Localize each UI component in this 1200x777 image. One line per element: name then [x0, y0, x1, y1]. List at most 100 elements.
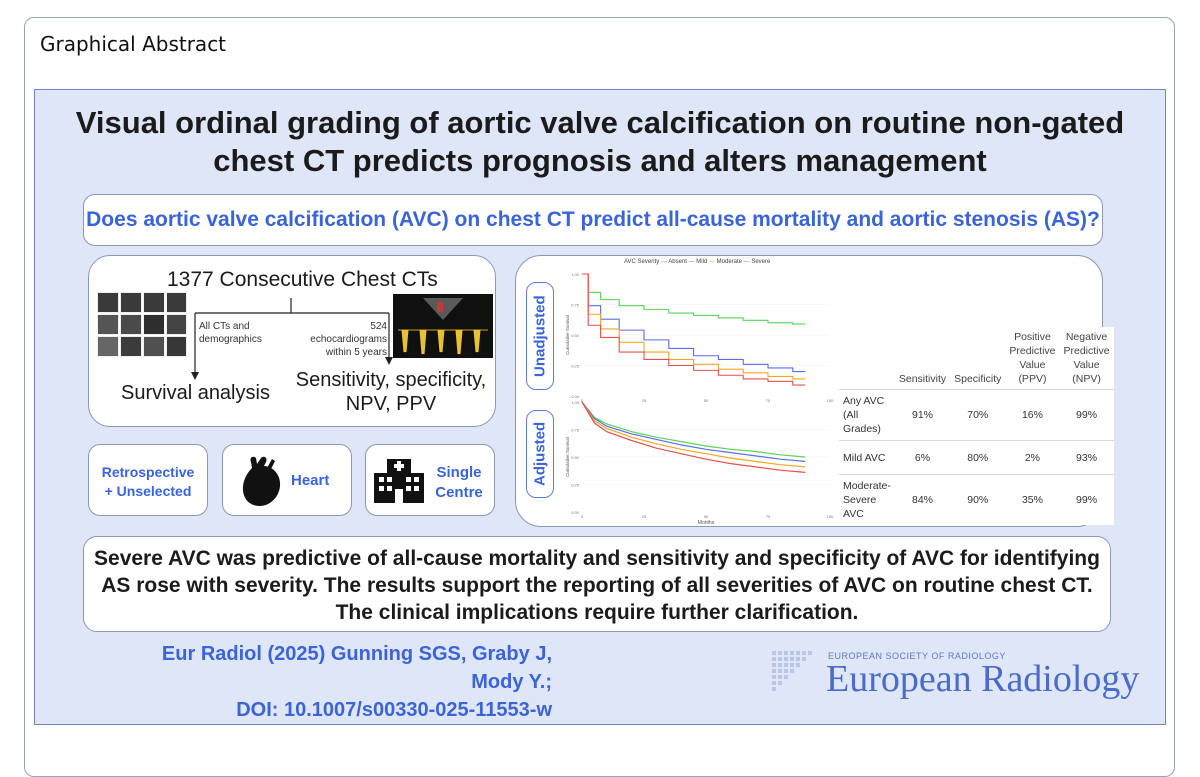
citation: Eur Radiol (2025) Gunning SGS, Graby J, … [112, 640, 552, 724]
x-tick-label: 100 [827, 514, 834, 519]
citation-line-2: DOI: 10.1007/s00330-025-11553-w [236, 699, 552, 721]
legend-title: AVC Severity [624, 259, 660, 265]
echocardiogram-image [393, 294, 493, 358]
feature-heart-label: Heart [291, 472, 330, 489]
right-outcome-line-1: Sensitivity, specificity, [295, 369, 487, 391]
table-header-cell: Positive Predictive Value (PPV) [1009, 331, 1056, 385]
left-branch-line-2: demographics [199, 334, 262, 345]
y-tick-label: 0.75 [571, 303, 580, 308]
title-line-1: Visual ordinal grading of aortic valve c… [75, 105, 1125, 140]
row-label: Mild AVC [839, 440, 895, 475]
series-line-mild [581, 401, 806, 462]
journal-logo-icon [772, 651, 812, 691]
feature-3-line-1: Single [436, 464, 482, 481]
x-tick-label: 100 [827, 398, 834, 403]
table-cell: 99% [1059, 474, 1114, 525]
x-axis-label: Months [698, 520, 715, 526]
conclusion-line-2: AS rose with severity. The results suppo… [101, 574, 1093, 597]
adjusted-tab-label: Adjusted [526, 410, 554, 498]
right-branch-line-2: echocardiograms [310, 334, 387, 345]
table-cell: 16% [1005, 389, 1060, 441]
y-tick-label: 0.50 [571, 333, 580, 338]
right-outcome-line-2: NPV, PPV [345, 393, 437, 415]
table-header-cell: Negative Predictive Value (NPV) [1063, 331, 1110, 385]
conclusion: Severe AVC was predictive of all-cause m… [83, 536, 1111, 632]
series-line-moderate [581, 401, 806, 468]
legend-item-moderate: — Moderate [708, 259, 742, 265]
flow-right-outcome: Sensitivity, specificity, NPV, PPV [295, 368, 487, 416]
table-header-cell: Sensitivity [898, 373, 947, 385]
series-line-absent [581, 401, 806, 458]
results-panel: Unadjusted Adjusted AVC Severity — Absen… [515, 255, 1114, 527]
ct-image-grid [97, 292, 187, 358]
y-tick-label: 0.00 [571, 510, 580, 515]
table-row: Moderate- Severe AVC 84% 90% 35% 99% [839, 474, 1114, 525]
x-tick-label: 75 [766, 514, 771, 519]
flow-right-branch: 524 echocardiograms within 5 years [295, 320, 387, 359]
y-axis-label: Cumulative Survival [565, 315, 570, 355]
flow-left-branch: All CTs and demographics [199, 320, 262, 346]
hospital-icon [374, 459, 424, 503]
table-header-row: Sensitivity Specificity Positive Predict… [839, 327, 1114, 390]
y-tick-label: 0.50 [571, 455, 580, 460]
table-cell: 93% [1059, 440, 1114, 475]
y-tick-label: 0.25 [571, 364, 580, 369]
x-tick-label: 50 [704, 514, 709, 519]
research-question: Does aortic valve calcification (AVC) on… [83, 194, 1103, 246]
diagnostic-metrics-table: Sensitivity Specificity Positive Predict… [839, 327, 1114, 525]
x-tick-label: 25 [642, 398, 647, 403]
right-branch-line-3: within 5 years [325, 347, 387, 358]
graphical-abstract-label: Graphical Abstract [40, 32, 227, 56]
y-tick-label: 1.00 [571, 400, 580, 405]
journal-name: European Radiology [826, 658, 1140, 700]
left-branch-line-1: All CTs and [199, 321, 250, 332]
table-cell: 6% [894, 440, 951, 475]
survival-plots: 0.000.250.500.751.000 25 50 75 100Cumulative… [565, 272, 834, 526]
legend-item-mild: — Mild [688, 259, 708, 265]
y-tick-label: 1.00 [571, 272, 580, 277]
table-row: Any AVC (All Grades) 91% 70% 16% 99% [839, 389, 1114, 441]
x-tick-label: 75 [766, 398, 771, 403]
title-line-2: chest CT predicts prognosis and alters m… [213, 143, 987, 178]
table-header-cell [839, 327, 895, 390]
table-cell: 99% [1059, 389, 1114, 441]
table-cell: 70% [950, 389, 1006, 441]
table-cell: 90% [950, 474, 1006, 525]
feature-heart: Heart [222, 444, 352, 516]
feature-single-centre: Single Centre [365, 444, 495, 516]
study-flow: 1377 Consecutive Chest CTs All CTs and [88, 255, 496, 427]
table-cell: 84% [894, 474, 951, 525]
flow-top-label: 1377 Consecutive Chest CTs [167, 268, 438, 291]
table-cell: 35% [1005, 474, 1060, 525]
x-tick-label: 25 [642, 514, 647, 519]
feature-1-line-2: + Unselected [104, 483, 192, 499]
row-label: Any AVC (All Grades) [839, 389, 895, 441]
table-cell: 91% [894, 389, 951, 441]
y-axis-label: Cumulative Survival [565, 437, 570, 477]
conclusion-line-1: Severe AVC was predictive of all-cause m… [94, 547, 1100, 570]
right-branch-line-1: 524 [370, 321, 387, 332]
y-tick-label: 0.25 [571, 483, 580, 488]
table-cell: 2% [1005, 440, 1060, 475]
series-line-severe [582, 273, 806, 386]
table-row: Mild AVC 6% 80% 2% 93% [839, 440, 1114, 475]
feature-retrospective: Retrospective + Unselected [88, 444, 208, 516]
heart-icon [242, 456, 281, 506]
y-tick-label: 0.75 [571, 428, 580, 433]
row-label: Moderate- Severe AVC [839, 474, 895, 525]
unadjusted-tab-label: Unadjusted [526, 282, 554, 390]
table-cell: 80% [950, 440, 1006, 475]
legend-item-absent: — Absent [660, 259, 687, 265]
legend-item-severe: — Severe [743, 259, 771, 265]
paper-title: Visual ordinal grading of aortic valve c… [0, 104, 1200, 180]
series-line-severe [581, 401, 806, 473]
x-tick-label: 0 [581, 398, 584, 403]
flow-connectors [191, 298, 393, 380]
y-tick-label: 0.00 [571, 394, 580, 399]
flow-left-outcome: Survival analysis [121, 382, 270, 404]
x-tick-label: 0 [581, 514, 584, 519]
conclusion-line-3: The clinical implications require furthe… [335, 601, 859, 624]
feature-retrospective-text: Retrospective + Unselected [89, 463, 207, 501]
journal-society: EUROPEAN SOCIETY OF RADIOLOGY [828, 651, 1006, 661]
feature-single-centre-text: Single Centre [428, 463, 490, 503]
